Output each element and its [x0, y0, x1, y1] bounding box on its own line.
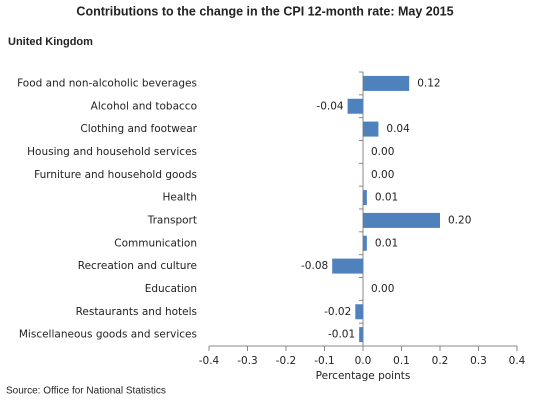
y-tick-label: Health [163, 192, 197, 204]
x-tick-label: -0.3 [237, 355, 258, 367]
data-label: 0.00 [371, 169, 394, 181]
data-label: 0.12 [417, 77, 440, 89]
data-label: 0.20 [448, 214, 471, 226]
data-label: -0.08 [301, 260, 328, 272]
data-label: 0.01 [375, 192, 398, 204]
x-tick-label: -0.2 [276, 355, 297, 367]
x-tick-label: 0.1 [393, 355, 410, 367]
y-tick-label: Recreation and culture [78, 260, 197, 272]
bar [363, 235, 367, 251]
y-tick-label: Miscellaneous goods and services [19, 329, 197, 341]
y-tick-label: Housing and household services [27, 146, 197, 158]
x-tick-label: 0.4 [509, 355, 526, 367]
bar [359, 327, 363, 343]
x-tick-label: 0.2 [432, 355, 449, 367]
data-label: 0.00 [371, 146, 394, 158]
data-label: 0.01 [375, 237, 398, 249]
data-label: 0.00 [371, 283, 394, 295]
chart-title: Contributions to the change in the CPI 1… [76, 4, 453, 18]
y-tick-label: Communication [114, 237, 197, 249]
data-label: -0.01 [328, 329, 355, 341]
bar [332, 258, 363, 274]
data-label: 0.04 [386, 123, 410, 135]
bar [363, 212, 440, 228]
data-label: -0.04 [316, 100, 343, 112]
y-tick-label: Clothing and footwear [80, 123, 197, 135]
x-tick-label: -0.1 [314, 355, 335, 367]
y-tick-label: Food and non-alcoholic beverages [17, 77, 197, 89]
bar [363, 121, 379, 137]
bar [355, 304, 363, 320]
source-note: Source: Office for National Statistics [6, 386, 166, 397]
y-tick-label: Education [145, 283, 197, 295]
bar [363, 190, 367, 206]
y-tick-label: Transport [147, 214, 197, 226]
bar [347, 98, 363, 114]
x-tick-label: -0.4 [199, 355, 220, 367]
y-tick-label: Furniture and household goods [34, 169, 197, 181]
y-tick-label: Alcohol and tobacco [91, 100, 197, 112]
bar [363, 75, 410, 91]
data-label: -0.02 [324, 306, 351, 318]
chart-subtitle: United Kingdom [8, 36, 93, 48]
y-tick-label: Restaurants and hotels [76, 306, 197, 318]
x-tick-label: 0.3 [470, 355, 487, 367]
x-tick-label: 0.0 [355, 355, 372, 367]
x-axis-title: Percentage points [316, 370, 411, 382]
